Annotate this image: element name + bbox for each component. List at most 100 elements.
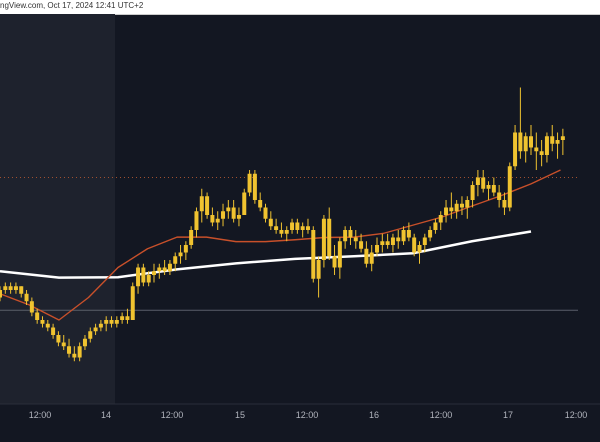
candle-body: [173, 256, 178, 264]
candle: [433, 218, 438, 234]
candle-body: [268, 218, 273, 227]
candle: [518, 87, 523, 159]
candle-body: [183, 245, 188, 253]
candle-body: [555, 140, 560, 144]
horizontal-levels: [0, 177, 578, 311]
candle: [417, 241, 422, 264]
candle-body: [534, 147, 539, 152]
candle-body: [396, 237, 401, 242]
candle-body: [523, 136, 528, 152]
candle-body: [518, 132, 523, 152]
candle: [29, 297, 34, 317]
candle-body: [550, 136, 555, 144]
candle: [130, 282, 135, 320]
candle: [422, 233, 427, 253]
candle-body: [88, 331, 93, 339]
candle-body: [481, 177, 486, 189]
candle: [183, 241, 188, 260]
candle: [486, 181, 491, 200]
candle: [375, 237, 380, 257]
candle-body: [449, 207, 454, 212]
candle-body: [93, 327, 98, 332]
candle: [337, 237, 342, 279]
candle: [290, 218, 295, 234]
candle: [550, 125, 555, 152]
candle-body: [507, 166, 512, 208]
x-tick-label: 17: [503, 410, 513, 420]
candle-body: [242, 192, 247, 215]
candle-body: [0, 290, 2, 298]
candle-body: [316, 260, 321, 279]
candle-body: [311, 230, 316, 279]
candle-body: [422, 237, 427, 245]
candle-body: [385, 241, 390, 245]
candle-body: [274, 226, 279, 230]
candle-body: [162, 267, 167, 272]
candle-body: [109, 320, 114, 324]
candle: [35, 308, 40, 324]
candle-body: [252, 173, 257, 200]
shaded-region: [0, 14, 115, 404]
candle: [544, 132, 549, 163]
x-tick-label: 12:00: [296, 410, 319, 420]
candle: [412, 233, 417, 257]
candle: [151, 263, 156, 283]
candle: [82, 335, 87, 350]
candle: [104, 316, 109, 332]
candle: [348, 226, 353, 245]
candle-body: [136, 267, 141, 287]
candle-body: [45, 323, 50, 328]
candle: [359, 233, 364, 253]
candle-body: [380, 241, 385, 245]
candle-body: [236, 215, 241, 219]
candle-body: [486, 185, 491, 189]
candle-body: [24, 293, 29, 302]
candle-body: [146, 275, 151, 283]
candle: [428, 226, 433, 242]
candle: [242, 188, 247, 215]
candle-body: [8, 286, 13, 290]
candle: [252, 170, 257, 204]
x-tick-label: 14: [101, 410, 111, 420]
candle-body: [178, 252, 183, 257]
candle-body: [502, 200, 507, 208]
candle: [258, 192, 263, 212]
candle: [40, 316, 45, 328]
candle-body: [544, 136, 549, 155]
candle-body: [167, 263, 172, 272]
candle-body: [305, 226, 310, 230]
x-tick-label: 12:00: [565, 410, 588, 420]
candle: [454, 200, 459, 219]
candle: [539, 140, 544, 167]
candle-body: [114, 320, 119, 324]
candle-body: [444, 207, 449, 215]
candle: [0, 286, 2, 302]
candle-body: [205, 196, 210, 215]
candle-body: [369, 252, 374, 264]
candle: [321, 215, 326, 268]
candle-body: [470, 185, 475, 200]
candle-body: [321, 218, 326, 260]
candle: [534, 132, 539, 170]
candle-body: [231, 207, 236, 219]
candle: [51, 323, 56, 339]
candle: [247, 170, 252, 197]
candle: [72, 346, 77, 362]
candle: [162, 260, 167, 275]
candle-body: [560, 136, 565, 140]
candle: [8, 282, 13, 294]
candle-body: [337, 241, 342, 268]
candle: [380, 233, 385, 253]
candle-body: [263, 207, 268, 219]
candle: [406, 222, 411, 242]
candle: [513, 125, 518, 170]
candle: [560, 128, 565, 155]
candle: [459, 196, 464, 215]
candle-body: [141, 267, 146, 283]
candle: [385, 233, 390, 249]
candle-body: [35, 312, 40, 320]
candle: [19, 286, 24, 298]
candle-body: [359, 241, 364, 249]
candle: [231, 200, 236, 223]
